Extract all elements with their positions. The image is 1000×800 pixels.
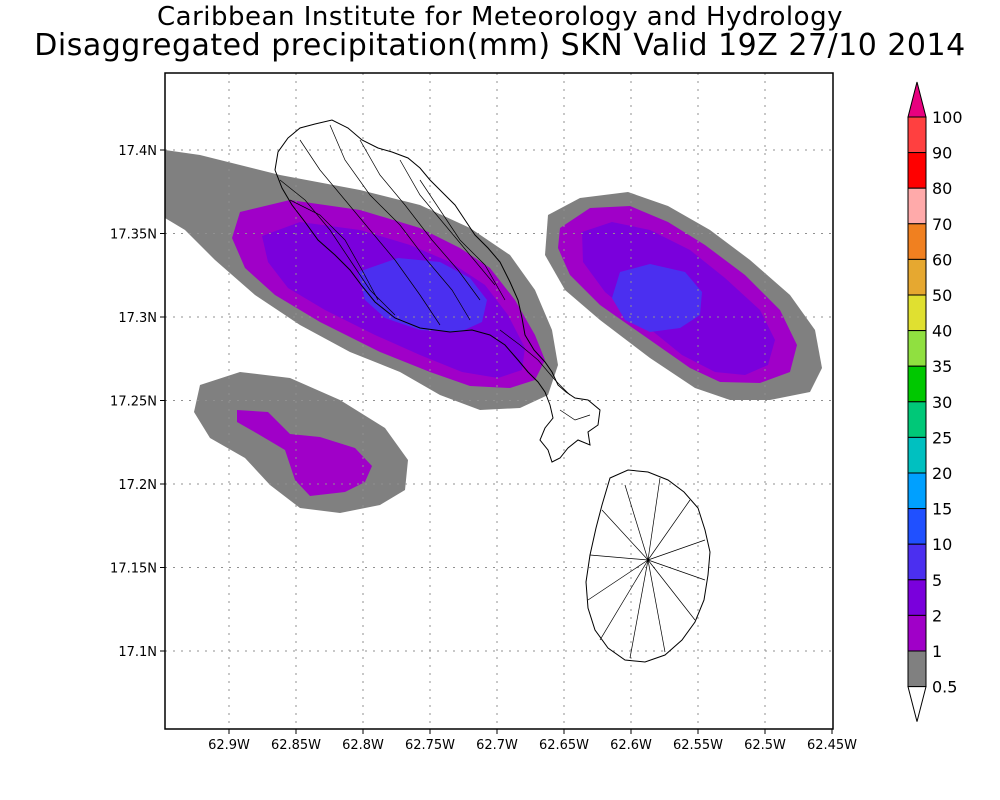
nevis-outline: [585, 469, 711, 663]
colorbar-label: 0.5: [932, 678, 957, 697]
lon-tick-label: 62.8W: [342, 738, 384, 753]
lon-tick-label: 62.9W: [208, 738, 250, 753]
colorbar-swatch: [907, 258, 927, 296]
lon-tick-label: 62.5W: [744, 738, 786, 753]
map-title: Caribbean Institute for Meteorology and …: [157, 2, 843, 32]
latitude-axis: 17.4N 17.35N 17.3N 17.25N 17.2N 17.15N 17.1N: [110, 144, 165, 660]
lat-tick-label: 17.25N: [110, 395, 157, 410]
colorbar-swatch: [907, 116, 927, 154]
colorbar-max-triangle: [907, 81, 927, 118]
colorbar-label: 35: [932, 357, 952, 376]
colorbar-swatch: [907, 579, 927, 616]
colorbar-label: 30: [932, 393, 952, 412]
colorbar-swatch: [907, 508, 927, 545]
colorbar-label: 90: [932, 144, 952, 163]
colorbar-label: 50: [932, 286, 952, 305]
colorbar-swatch: [907, 543, 927, 581]
colorbar-swatch: [907, 365, 927, 403]
precipitation-shading: [165, 150, 822, 513]
precip-area-5mm: [612, 264, 702, 332]
colorbar-label: 70: [932, 215, 952, 234]
lon-tick-label: 62.7W: [476, 738, 518, 753]
lon-tick-label: 62.45W: [807, 738, 857, 753]
map-subtitle: Disaggregated precipitation(mm) SKN Vali…: [34, 28, 966, 63]
colorbar-swatch: [907, 294, 927, 332]
colorbar-swatch: [907, 650, 927, 688]
colorbar-swatch: [907, 614, 927, 652]
colorbar-label: 20: [932, 464, 952, 483]
lon-tick-label: 62.65W: [539, 738, 589, 753]
colorbar-min-triangle: [907, 686, 927, 722]
colorbar-label: 40: [932, 322, 952, 341]
colorbar-swatch: [907, 472, 927, 510]
colorbar-label: 5: [932, 571, 942, 590]
lat-tick-label: 17.1N: [118, 645, 157, 660]
colorbar-label: 80: [932, 179, 952, 198]
colorbar-label: 60: [932, 250, 952, 269]
colorbar-swatch: [907, 401, 927, 438]
precip-area-5mm: [358, 258, 487, 332]
colorbar-label: 15: [932, 500, 952, 519]
lat-tick-label: 17.3N: [118, 311, 157, 326]
lat-tick-label: 17.35N: [110, 228, 157, 243]
lon-tick-label: 62.75W: [405, 738, 455, 753]
st-kitts-outline: [274, 119, 601, 463]
river-network: [279, 124, 706, 659]
lat-tick-label: 17.4N: [118, 144, 157, 159]
lon-tick-label: 62.55W: [673, 738, 723, 753]
colorbar-label: 25: [932, 428, 952, 447]
lon-tick-label: 62.6W: [610, 738, 652, 753]
colorbar-swatch: [907, 436, 927, 474]
colorbar-legend: 100 90 80 70 60 50 40 35 30 25 20 15 10 5 2 1 0.5: [907, 81, 963, 722]
lon-tick-label: 62.85W: [271, 738, 321, 753]
coastlines: [274, 119, 711, 663]
longitude-axis: 62.9W 62.85W 62.8W 62.75W 62.7W 62.65W 62.6W 62…: [208, 729, 857, 753]
colorbar-swatch: [907, 152, 927, 189]
colorbar-label: 100: [932, 108, 963, 127]
colorbar-swatch: [907, 223, 927, 260]
lat-tick-label: 17.15N: [110, 562, 157, 577]
colorbar-label: 10: [932, 535, 952, 554]
colorbar-label: 1: [932, 642, 942, 661]
colorbar-swatch: [907, 187, 927, 225]
colorbar-label: 2: [932, 606, 942, 625]
precip-area-1mm: [237, 410, 372, 496]
lat-tick-label: 17.2N: [118, 478, 157, 493]
map-grid: [165, 73, 833, 729]
colorbar-swatch: [907, 330, 927, 367]
